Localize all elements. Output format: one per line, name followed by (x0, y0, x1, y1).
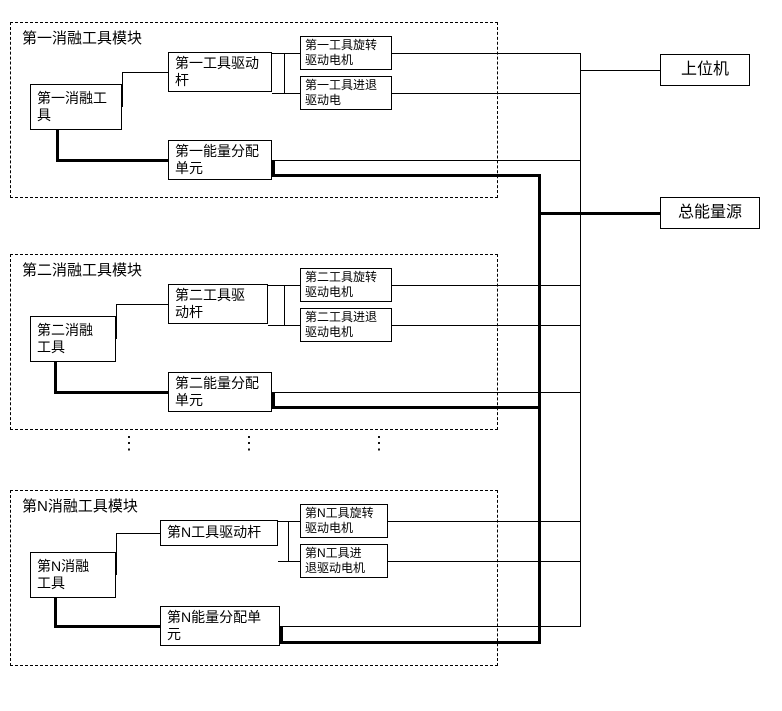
energy-box: 总能量源 (660, 197, 760, 229)
m2-advance-motor: 第二工具进退 驱动电机 (300, 308, 392, 342)
mn-rotate-motor: 第N工具旋转 驱动电机 (300, 504, 388, 538)
module-1-label: 第一消融工具模块 (20, 27, 144, 48)
m2-tool: 第二消融 工具 (30, 316, 116, 362)
host-box: 上位机 (660, 54, 750, 86)
m2-energy-unit: 第二能量分配 单元 (168, 372, 272, 412)
ellipsis-mid: ⋮ (240, 438, 258, 449)
m2-drive-rod: 第二工具驱 动杆 (168, 284, 268, 324)
mn-advance-motor: 第N工具进 退驱动电机 (300, 544, 388, 578)
mn-drive-rod: 第N工具驱动杆 (160, 520, 278, 546)
m1-advance-motor: 第一工具进退 驱动电 (300, 76, 392, 110)
m1-rotate-motor: 第一工具旋转 驱动电机 (300, 36, 392, 70)
m1-drive-rod: 第一工具驱动 杆 (168, 52, 272, 92)
module-n-label: 第N消融工具模块 (20, 495, 140, 516)
m1-energy-unit: 第一能量分配 单元 (168, 140, 272, 180)
ellipsis-right: ⋮ (370, 438, 388, 449)
mn-energy-unit: 第N能量分配单 元 (160, 606, 280, 646)
m1-tool: 第一消融工 具 (30, 84, 122, 130)
ellipsis-left: ⋮ (120, 438, 138, 449)
mn-tool: 第N消融 工具 (30, 552, 116, 598)
module-2-label: 第二消融工具模块 (20, 259, 144, 280)
m2-rotate-motor: 第二工具旋转 驱动电机 (300, 268, 392, 302)
